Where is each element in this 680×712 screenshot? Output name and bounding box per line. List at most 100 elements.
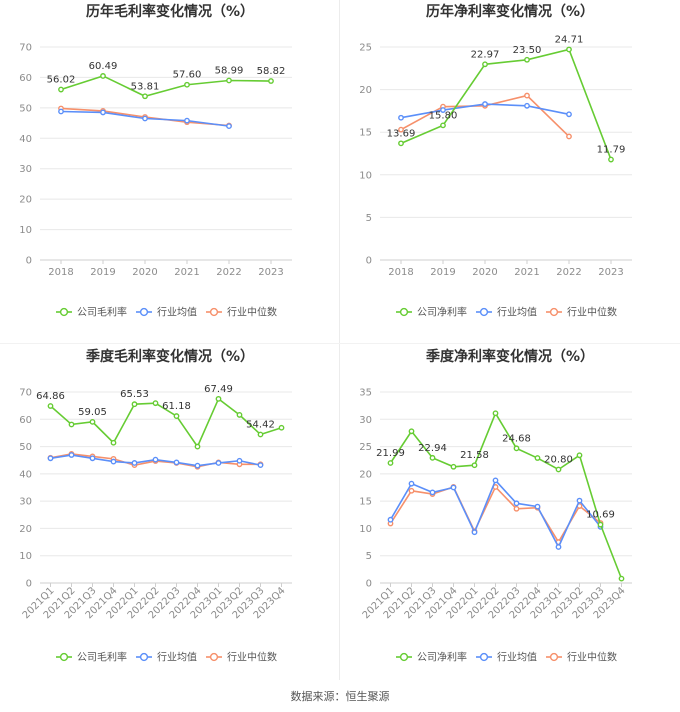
data-point: [408, 487, 415, 494]
data-point: [408, 428, 415, 435]
data-label: 61.18: [162, 401, 191, 412]
data-label: 11.79: [597, 145, 626, 156]
series-company: [398, 46, 614, 163]
data-label: 22.94: [418, 443, 447, 454]
data-source-name: 恒生聚源: [345, 690, 390, 703]
data-point: [555, 466, 562, 473]
data-point: [450, 484, 457, 491]
legend-marker: [139, 307, 149, 317]
data-point: [110, 458, 117, 465]
data-point: [100, 73, 106, 79]
data-point: [513, 445, 520, 452]
y-tick-label: 50: [19, 442, 32, 453]
chart-quarterly-net: 季度净利率变化情况（%）051015202530352021Q12021Q220…: [359, 348, 632, 664]
chart-panel-annual-net: 历年净利率变化情况（%） 0 5 10 15 20 25 2018 2019 2020 2021 20…: [340, 0, 680, 345]
y-tick-label: 20: [19, 524, 32, 535]
data-point: [387, 516, 394, 523]
data-point: [555, 544, 562, 550]
legend-item-industry-median: 行业中位数: [546, 306, 617, 319]
data-point: [152, 400, 159, 407]
legend-label: 行业均值: [497, 306, 537, 319]
y-tick-label: 0: [366, 579, 372, 590]
y-tick-label: 25: [359, 442, 372, 453]
y-tick-label: 25: [359, 43, 372, 54]
y-tick-label: 5: [366, 213, 372, 224]
data-point: [576, 497, 583, 504]
legend-item-industry-avg: 行业均值: [136, 306, 197, 319]
y-tick-label: 10: [359, 524, 372, 535]
data-label: 58.82: [257, 66, 286, 77]
y-tick-label: 40: [19, 134, 32, 145]
series-line-company: [400, 48, 612, 160]
data-point: [142, 93, 148, 100]
horizontal-divider: [0, 343, 680, 344]
data-point: [492, 410, 499, 417]
data-point: [215, 395, 222, 402]
data-point: [58, 108, 64, 115]
series-line-industry-median: [389, 485, 602, 544]
legend-marker: [59, 652, 69, 662]
y-tick-label: 0: [26, 579, 32, 590]
chart-title: 季度净利率变化情况（%）: [425, 348, 594, 365]
y-tick-label: 30: [359, 415, 372, 426]
data-source-label: 数据来源：: [290, 690, 346, 703]
legend-item-industry-median: 行业中位数: [206, 651, 277, 664]
data-point: [398, 140, 404, 147]
data-point: [566, 111, 572, 118]
data-point: [408, 480, 415, 487]
series-industry-avg: [398, 101, 572, 121]
data-point: [429, 454, 436, 461]
legend-marker: [399, 652, 409, 662]
legend-label: 公司毛利率: [77, 651, 127, 664]
legend-marker: [399, 307, 409, 317]
data-point: [226, 77, 232, 84]
y-tick-label: 10: [359, 170, 372, 181]
series-company: [387, 410, 625, 582]
legend-marker: [549, 652, 559, 662]
y-tick-label: 30: [19, 497, 32, 508]
data-point: [482, 61, 488, 68]
series-line-company: [49, 397, 282, 449]
data-point: [534, 455, 541, 461]
data-point: [194, 443, 201, 450]
data-label: 24.68: [502, 433, 531, 444]
data-point: [440, 122, 446, 129]
data-point: [257, 462, 264, 469]
chart-panel-quarterly-net: 季度净利率变化情况（%） 0 5 10 15 20 25 30 35 2021Q1 2021Q2 20…: [340, 345, 680, 690]
y-tick-label: 10: [19, 225, 32, 236]
legend-item-industry-median: 行业中位数: [206, 306, 277, 319]
y-tick-label: 35: [359, 388, 372, 399]
data-point: [58, 86, 64, 93]
legend-label: 公司净利率: [417, 651, 467, 664]
chart-annual-gross: 历年毛利率变化情况（%） 0 10 20 30 40 50 60 70 2018 2019 2020 2…: [19, 3, 292, 319]
data-label: 21.99: [376, 448, 405, 459]
data-point: [429, 489, 436, 496]
x-tick-label: 2019: [90, 267, 115, 278]
vertical-divider: [339, 0, 340, 680]
data-point: [152, 456, 159, 463]
data-label: 54.42: [246, 420, 275, 431]
legend-label: 行业均值: [157, 306, 197, 319]
legend-label: 行业中位数: [567, 651, 617, 664]
data-point: [68, 421, 75, 428]
chart-title: 历年净利率变化情况（%）: [426, 3, 594, 20]
y-tick-label: 20: [359, 85, 372, 96]
legend-item-industry-median: 行业中位数: [546, 651, 617, 664]
data-point: [215, 460, 222, 466]
x-tick-label: 2019: [430, 267, 455, 278]
series-company: [58, 73, 274, 100]
legend-label: 行业中位数: [227, 651, 277, 664]
y-tick-label: 5: [366, 551, 372, 562]
data-point: [576, 452, 583, 459]
data-point: [173, 413, 180, 419]
legend-marker: [209, 307, 219, 317]
y-tick-label: 15: [359, 128, 372, 139]
series-line-company: [60, 75, 272, 98]
legend-item-industry-avg: 行业均值: [476, 306, 537, 319]
data-point: [471, 462, 478, 469]
data-point: [398, 126, 404, 133]
data-point: [440, 107, 446, 113]
data-point: [524, 92, 530, 99]
data-point: [184, 117, 190, 124]
data-label: 21.58: [460, 450, 489, 461]
